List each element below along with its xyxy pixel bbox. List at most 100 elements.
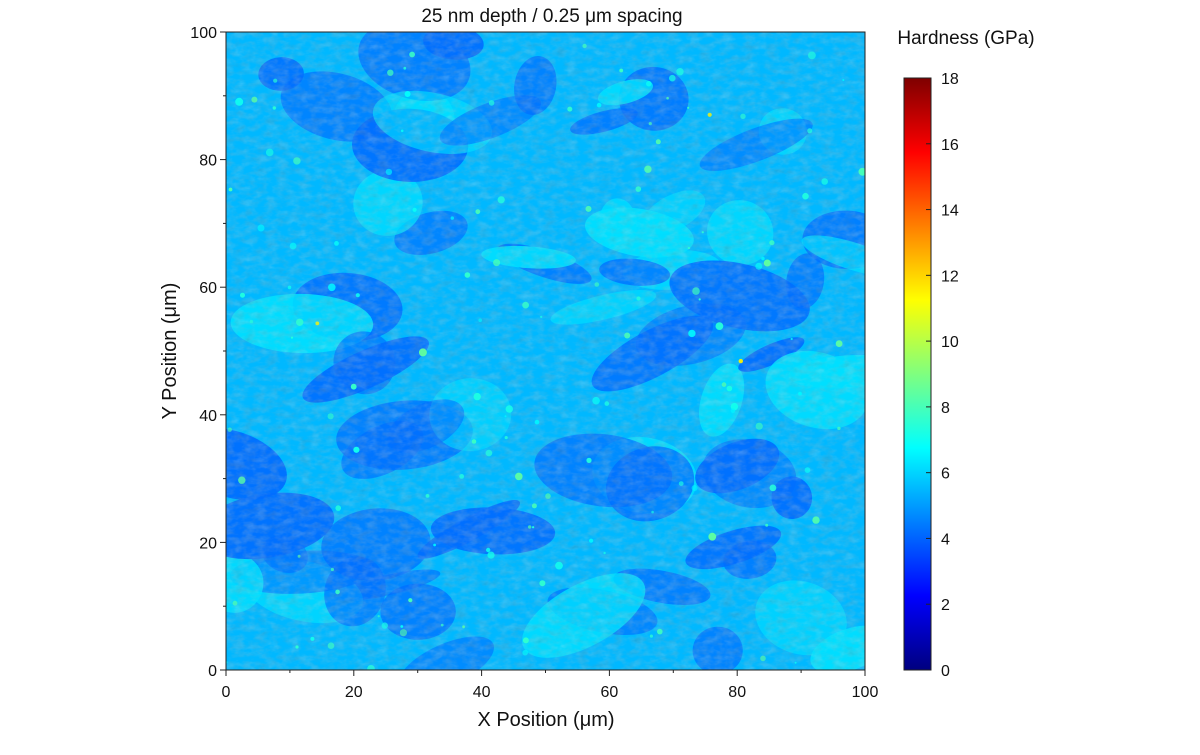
- hardness-spot: [555, 561, 563, 570]
- hardness-spot: [355, 293, 360, 298]
- hardness-spot: [545, 493, 551, 499]
- hardness-spot: [327, 642, 335, 649]
- hardness-spot: [440, 623, 444, 627]
- hardness-spot: [624, 332, 631, 339]
- hardness-spot: [761, 256, 765, 261]
- hardness-spot: [425, 494, 430, 498]
- colorbar-tick-label: 4: [941, 531, 950, 548]
- hardness-spot: [486, 547, 491, 553]
- hardness-spot: [596, 102, 602, 108]
- hardness-spot: [400, 625, 404, 628]
- hardness-spot: [708, 532, 717, 541]
- hardness-spot: [619, 68, 624, 73]
- colorbar-tick-label: 10: [941, 334, 959, 351]
- hardness-spot: [327, 413, 334, 420]
- hardness-spot: [586, 457, 592, 463]
- y-tick-label: 20: [199, 535, 217, 552]
- hardness-spot: [657, 628, 663, 635]
- hardness-spot: [353, 446, 360, 453]
- hardness-spot: [726, 385, 733, 392]
- hardness-spot: [330, 567, 334, 572]
- hardness-spot: [522, 649, 528, 656]
- x-tick-label: 100: [852, 684, 879, 701]
- hardness-spot: [669, 74, 676, 82]
- hardness-spot: [594, 282, 600, 287]
- hardness-spot: [835, 340, 843, 347]
- hardness-spot: [688, 329, 696, 338]
- hardness-spot: [504, 436, 508, 440]
- y-axis-label: Y Position (μm): [159, 283, 181, 420]
- hardness-spot: [488, 100, 495, 106]
- y-tick-label: 60: [199, 280, 217, 297]
- y-tick-label: 0: [208, 663, 217, 680]
- colorbar-tick-label: 18: [941, 71, 959, 88]
- hardness-spot: [515, 472, 523, 481]
- colorbar: [903, 77, 932, 671]
- hardness-spot: [687, 106, 690, 109]
- hardness-spot: [646, 80, 652, 87]
- hardness-spot: [701, 231, 704, 234]
- hardness-spot: [238, 476, 246, 484]
- hardness-spot: [715, 322, 724, 330]
- hardness-spot: [335, 505, 342, 511]
- hardness-spot: [730, 408, 736, 414]
- hardness-spot: [473, 392, 481, 401]
- hardness-spot: [293, 157, 301, 165]
- hardness-spot: [585, 205, 592, 212]
- hardness-spot: [471, 439, 477, 444]
- hardness-spot: [433, 543, 436, 547]
- hardness-spot: [475, 209, 481, 215]
- x-axis-label: X Position (μm): [477, 709, 614, 731]
- hardness-spot: [377, 615, 380, 618]
- x-tick-label: 60: [601, 684, 619, 701]
- hardness-spot: [678, 481, 684, 486]
- hardness-spot: [450, 216, 454, 220]
- colorbar-tick-label: 8: [941, 400, 950, 417]
- hardness-spot: [666, 96, 669, 100]
- hardness-spot: [240, 292, 245, 298]
- x-tick-label: 40: [473, 684, 491, 701]
- hardness-spot: [798, 391, 802, 396]
- hardness-spot: [505, 405, 513, 413]
- hardness-spot: [404, 91, 411, 97]
- hardness-spot: [290, 336, 294, 339]
- colorbar-tick-label: 2: [941, 597, 950, 614]
- hardness-spot: [534, 419, 540, 425]
- hardness-spot: [807, 128, 813, 134]
- chart-title: 25 nm depth / 0.25 μm spacing: [421, 6, 682, 27]
- hardness-spot: [232, 600, 238, 606]
- hardness-spot: [418, 348, 427, 357]
- hardness-spot: [804, 467, 811, 473]
- hardness-spot: [459, 474, 465, 479]
- hardness-spot: [464, 272, 471, 278]
- y-tick-label: 40: [199, 408, 217, 425]
- hardness-spot: [273, 78, 278, 83]
- hardness-spot: [648, 122, 652, 126]
- hardness-spot: [540, 315, 543, 318]
- hardness-spot: [691, 485, 698, 491]
- hardness-spot: [858, 167, 865, 176]
- colorbar-tick-label: 12: [941, 268, 959, 285]
- hardness-spot: [227, 427, 232, 432]
- hardness-spot: [485, 449, 493, 457]
- hardness-spot: [528, 525, 532, 529]
- hardness-spot: [328, 283, 336, 292]
- hardness-spot: [412, 207, 417, 212]
- hardness-spot: [604, 401, 610, 406]
- hardness-spot: [794, 661, 797, 664]
- hardness-spot: [644, 165, 652, 173]
- hardness-spot: [531, 503, 537, 509]
- hardness-spot: [651, 510, 654, 514]
- hardness-spot: [582, 43, 587, 49]
- colorbar-tick-label: 0: [941, 663, 950, 680]
- hardness-spot: [249, 319, 254, 324]
- hardness-spot: [676, 68, 684, 76]
- hardness-spot: [297, 554, 301, 558]
- hardness-spot: [228, 187, 233, 192]
- hardness-spot: [649, 634, 654, 638]
- hardness-spot: [636, 296, 641, 301]
- hardness-spot: [687, 246, 691, 250]
- hardness-spot: [493, 259, 501, 267]
